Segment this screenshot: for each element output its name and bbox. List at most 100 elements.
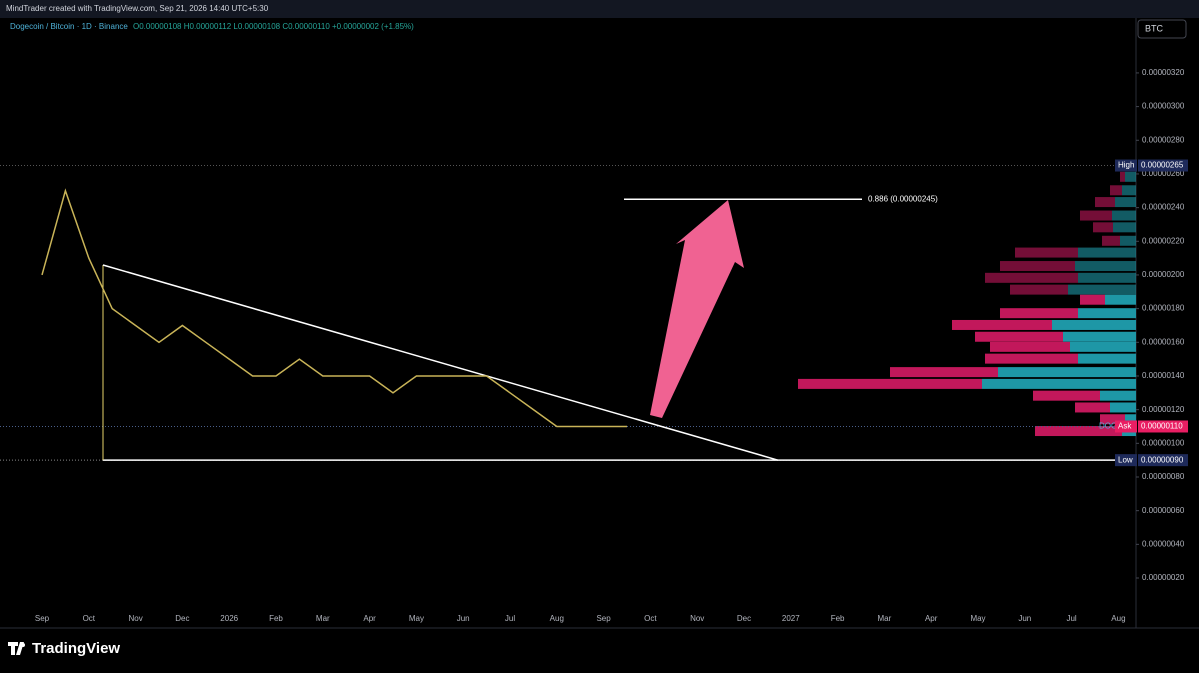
currency-button[interactable] [1137, 19, 1187, 39]
tag-bg [1115, 454, 1137, 467]
profile-up [998, 367, 1136, 378]
profile-up [1078, 353, 1136, 364]
price-tag-bg [1138, 420, 1188, 433]
profile-up [1078, 308, 1136, 319]
y-tick-label: 0.00000140 [1142, 371, 1185, 380]
profile-down [1010, 284, 1068, 295]
y-tick-label: 0.00000200 [1142, 270, 1185, 279]
profile-down [1015, 247, 1078, 258]
credit: MindTrader created with TradingView.com,… [6, 4, 269, 13]
profile-down [1100, 414, 1125, 425]
arrow [650, 200, 744, 418]
x-tick-label: Aug [550, 614, 564, 623]
y-tick-label: 0.00000240 [1142, 203, 1185, 212]
y-tick-label: 0.00000320 [1142, 68, 1185, 77]
y-tick-label: 0.00000300 [1142, 102, 1185, 111]
y-tick-label: 0.00000180 [1142, 304, 1185, 313]
price-tag-bg [1138, 454, 1188, 467]
profile-up [1120, 235, 1136, 246]
y-tick-label: 0.00000120 [1142, 405, 1185, 414]
currency-label[interactable]: BTC [1145, 23, 1164, 33]
y-tick-label: 0.00000080 [1142, 472, 1185, 481]
x-tick-label: Sep [35, 614, 50, 623]
x-tick-label: Jun [457, 614, 470, 623]
x-tick-label: Dec [737, 614, 751, 623]
profile-down [798, 378, 982, 389]
tag: Low [1118, 455, 1133, 464]
profile-down [975, 331, 1063, 342]
x-tick-label: Apr [363, 614, 376, 623]
x-tick-label: Dec [175, 614, 189, 623]
x-tick-label: 2027 [782, 614, 800, 623]
y-tick-label: 0.00000020 [1142, 573, 1185, 582]
x-tick-label: Oct [83, 614, 96, 623]
tv-logo [8, 642, 25, 655]
profile-up [1105, 294, 1136, 305]
x-tick-label: Aug [1111, 614, 1125, 623]
profile-down [1035, 426, 1122, 437]
profile-down [1000, 261, 1075, 272]
y-tick-label: 0.00000220 [1142, 236, 1185, 245]
x-tick-label: Jun [1018, 614, 1031, 623]
profile-up [1112, 210, 1136, 221]
profile-up [1110, 402, 1136, 413]
x-tick-label: Jul [505, 614, 515, 623]
y-tick-label: 0.00000260 [1142, 169, 1185, 178]
x-tick-label: Mar [316, 614, 330, 623]
profile-down [1033, 390, 1100, 401]
plot: 0.00000020 0.00000040 0.00000060 0.00000080… [0, 68, 1188, 623]
x-tick-label: Sep [596, 614, 611, 623]
tag-bg [1115, 420, 1137, 433]
y-tick-label: 0.00000100 [1142, 438, 1185, 447]
profile-down [985, 353, 1078, 364]
profile-up [1113, 222, 1136, 233]
profile-down [1110, 185, 1122, 196]
tag: Ask [1118, 422, 1132, 431]
tag: High [1118, 161, 1134, 170]
profile-down [1080, 210, 1112, 221]
last-symbol: DOGE [1099, 422, 1123, 431]
profile-up [1075, 261, 1136, 272]
x-tick-label: Feb [831, 614, 845, 623]
profile-down [890, 367, 998, 378]
profile-up [1100, 390, 1136, 401]
x-tick-label: May [409, 614, 424, 623]
x-tick-label: Mar [878, 614, 892, 623]
trendline [102, 264, 779, 461]
profile-down [1000, 308, 1078, 319]
profile-up [1063, 331, 1136, 342]
profile-up [1078, 247, 1136, 258]
profile-up [1122, 185, 1136, 196]
ohlc: O0.00000108 H0.00000112 L0.00000108 C0.0… [133, 22, 414, 31]
profile-down [1080, 294, 1105, 305]
profile-down [1095, 197, 1115, 208]
y-tick-label: 0.00000060 [1142, 506, 1185, 515]
profile-up [1052, 319, 1136, 330]
fib-label: 0.886 (0.00000245) [868, 194, 938, 203]
x-tick-label: Nov [690, 614, 704, 623]
profile-down [1102, 235, 1120, 246]
profile-up [1068, 284, 1136, 295]
price-tag: 0.00000090 [1141, 455, 1184, 464]
price-tag: 0.00000265 [1141, 161, 1184, 170]
symbol: Dogecoin / Bitcoin · 1D · Binance [10, 22, 128, 31]
header-bar [0, 0, 1199, 18]
price-tag: 0.00000110 [1141, 422, 1183, 431]
tag-bg [1115, 159, 1137, 172]
profile-down [990, 341, 1070, 352]
profile-down [1075, 402, 1110, 413]
x-tick-label: Apr [925, 614, 938, 623]
profile-up [1125, 171, 1136, 182]
profile-up [1078, 272, 1136, 283]
profile-down [1093, 222, 1113, 233]
profile-up [1070, 341, 1136, 352]
price-tag-bg [1138, 159, 1188, 172]
profile-down [952, 319, 1052, 330]
price-line [41, 188, 627, 428]
y-tick-label: 0.00000280 [1142, 135, 1185, 144]
y-tick-label: 0.00000040 [1142, 539, 1185, 548]
profile-down [985, 272, 1078, 283]
x-tick-label: 2026 [220, 614, 238, 623]
profile-down [1120, 171, 1125, 182]
